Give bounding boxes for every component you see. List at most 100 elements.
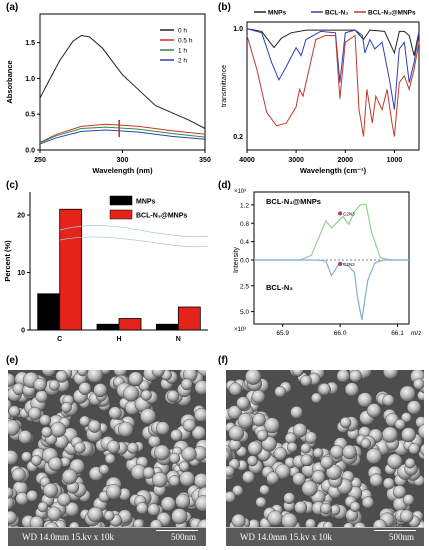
- particle: [48, 379, 60, 391]
- particle: [151, 370, 165, 378]
- particle: [399, 385, 416, 402]
- y-tick-label-b-0: 0.2: [233, 134, 243, 141]
- particle: [300, 454, 313, 467]
- marker-label-d-upper: C2N3: [343, 211, 355, 216]
- panel-label-d: (d): [218, 180, 231, 191]
- particle: [228, 382, 243, 396]
- particle: [417, 423, 424, 439]
- particle: [78, 381, 92, 396]
- x-tick-label-b-1: 3000: [288, 157, 304, 164]
- particle: [128, 371, 143, 387]
- legend-label-a-1: 0.5 h: [178, 38, 193, 45]
- particle: [320, 502, 332, 515]
- particle: [394, 418, 406, 430]
- y-tick-label-c-2: 20: [17, 213, 25, 220]
- legend-label-b-2: BCL-N₃@MNPs: [368, 10, 416, 17]
- particle: [55, 370, 69, 383]
- particle: [226, 491, 236, 503]
- series-line-a-1: [40, 123, 205, 143]
- particle: [361, 496, 375, 509]
- particle: [87, 506, 103, 523]
- particle: [402, 494, 415, 506]
- x-axis-label-b: Wavelength (cm⁻¹): [300, 166, 367, 175]
- particle: [41, 426, 53, 438]
- y-tick-label-a-0: 0.0: [25, 148, 35, 155]
- particle: [39, 414, 51, 427]
- sem-image-f: WD 14.0mm 15.kv x 10k 500nm: [226, 370, 424, 546]
- particle: [160, 496, 176, 512]
- particle: [318, 383, 331, 396]
- particle: [140, 389, 152, 401]
- particle: [236, 396, 250, 410]
- particle: [273, 446, 287, 461]
- particle: [281, 512, 298, 528]
- particle: [300, 375, 312, 387]
- legend-label-b-1: BCL-N₃: [325, 10, 348, 17]
- particle: [103, 510, 115, 522]
- elemental-bar-chart: C H N 0 10 20 Percent (%) MNPs BCL-N₃@MNPs: [3, 192, 209, 343]
- particle: [266, 471, 280, 485]
- particle: [142, 466, 155, 479]
- particle: [28, 406, 42, 421]
- particle: [87, 419, 101, 433]
- uv-vis-chart: 250 300 350 0.0 0.5 1.0 1.5 Wavelength (nm) Abso…: [5, 13, 211, 175]
- particle: [33, 378, 47, 392]
- plot-frame-b: [246, 21, 420, 151]
- y-tick-label-b-1: 1.0: [233, 26, 243, 33]
- x-tick-label-d-0: 65.9: [276, 330, 289, 337]
- particle: [242, 470, 255, 484]
- x-tick-label-a-2: 350: [199, 157, 211, 164]
- particle: [292, 423, 308, 438]
- particle: [227, 405, 242, 420]
- particle: [336, 370, 350, 383]
- panel-label-c: (c): [6, 180, 19, 191]
- particle: [21, 451, 32, 463]
- particle: [79, 415, 91, 427]
- particle: [381, 426, 399, 443]
- particle: [181, 446, 197, 462]
- particle: [349, 501, 361, 512]
- particle: [342, 444, 357, 460]
- particle: [382, 394, 395, 407]
- x-axis-label-a: Wavelength (nm): [92, 166, 153, 175]
- particle: [267, 510, 284, 527]
- particle: [228, 425, 245, 442]
- particle: [311, 392, 322, 404]
- legend-label-b-0: MNPs: [268, 10, 286, 17]
- particle: [259, 484, 270, 496]
- particle: [311, 470, 326, 484]
- marker-label-d-lower: C2N3: [343, 262, 355, 267]
- particle: [47, 506, 62, 522]
- particle: [93, 383, 108, 398]
- particle: [37, 501, 49, 513]
- particle: [104, 453, 116, 465]
- series-line-d-lower: [254, 259, 409, 321]
- series-line-a-0: [40, 34, 205, 129]
- y-tick-label-d-lo-1: 2.5: [240, 283, 249, 290]
- particle: [237, 412, 254, 429]
- particle: [413, 378, 424, 390]
- particle: [231, 513, 246, 528]
- particle: [77, 370, 88, 377]
- particle: [366, 403, 382, 418]
- particle: [300, 443, 311, 454]
- particle: [357, 392, 373, 408]
- particle: [275, 463, 291, 480]
- particle: [74, 441, 86, 454]
- particle: [401, 427, 417, 443]
- particle: [127, 442, 139, 454]
- particle: [286, 442, 298, 453]
- particle: [168, 475, 181, 487]
- legend-swatch-c-0: [109, 195, 133, 206]
- particle: [360, 438, 372, 449]
- particle: [369, 473, 383, 488]
- particle: [420, 443, 424, 456]
- x-tick-label-c-0: C: [57, 336, 62, 343]
- particle: [18, 430, 33, 445]
- y-tick-label-d-up-2: 1.2: [240, 202, 249, 209]
- particle: [400, 412, 412, 423]
- x-tick-label-a-0: 250: [34, 157, 46, 164]
- x-tick-label-d-2: 66.1: [391, 330, 404, 337]
- particle: [179, 471, 195, 487]
- scale-bar-e: [156, 530, 198, 531]
